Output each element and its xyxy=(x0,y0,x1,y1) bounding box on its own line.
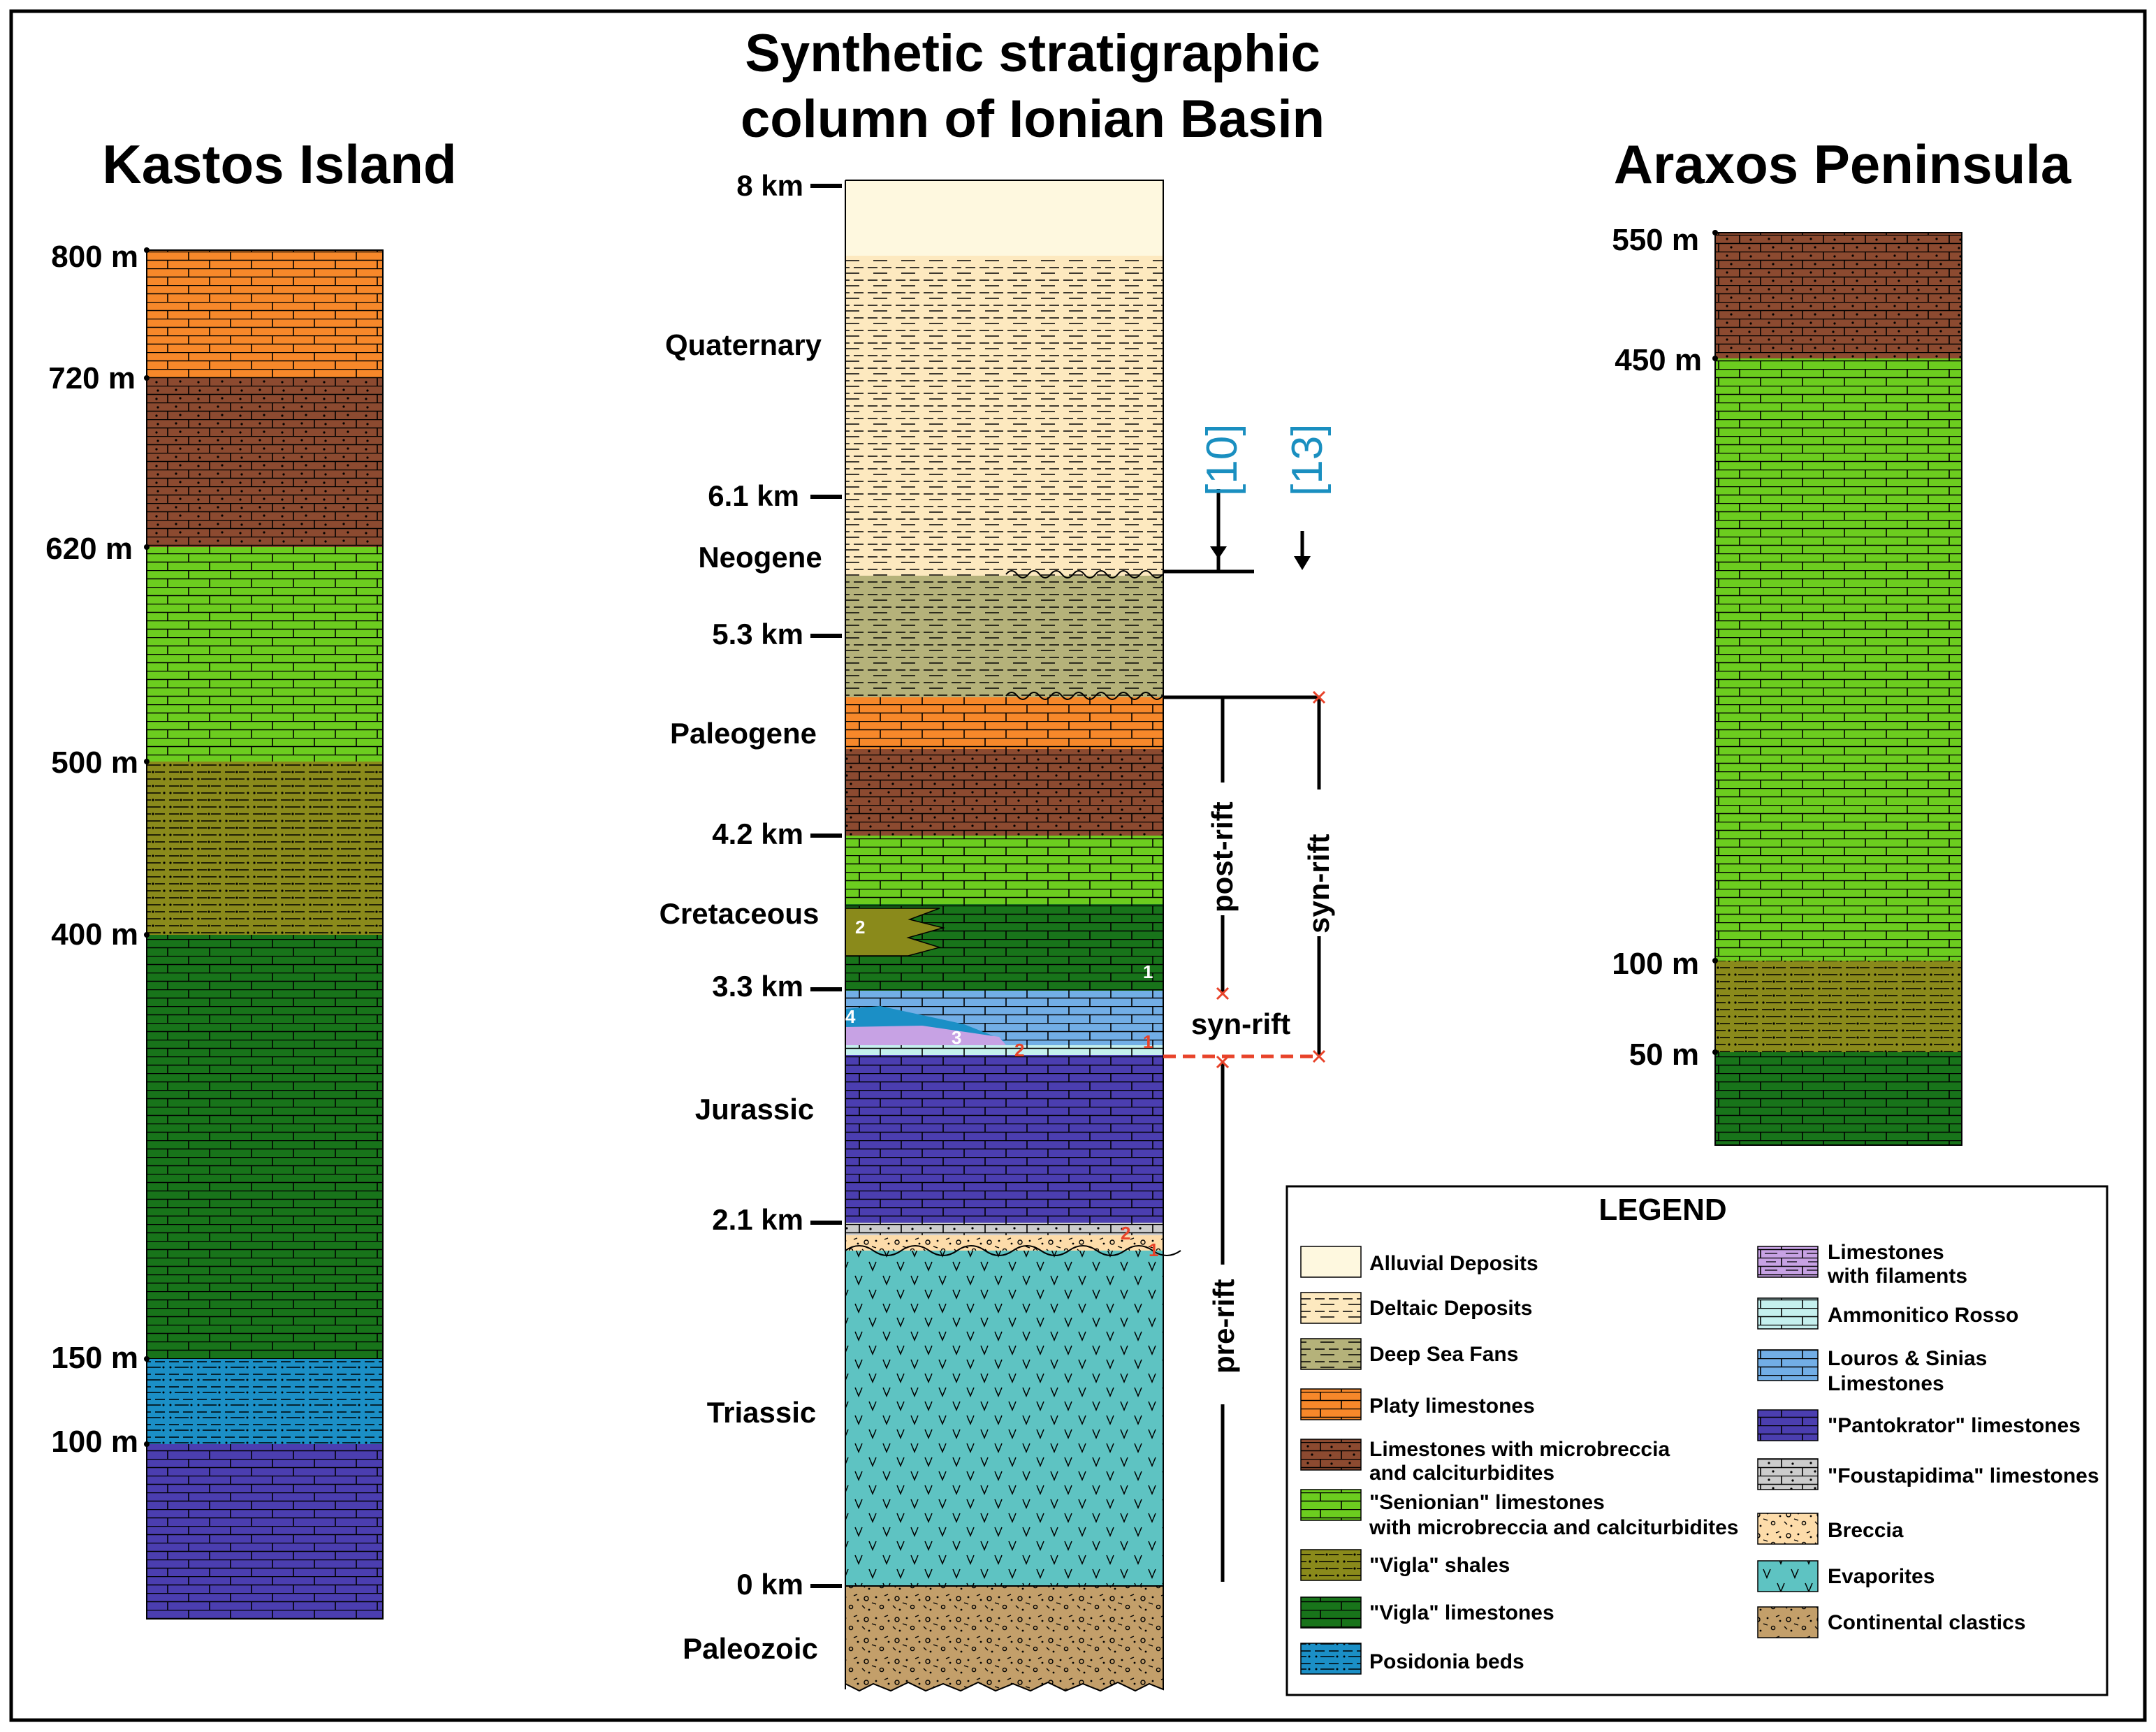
ionian-vigla-shales-tongue xyxy=(845,908,945,956)
reference-13: [13] xyxy=(1283,424,1332,496)
legend-label-filaments: Limestones xyxy=(1828,1241,1944,1264)
marker-number-4: 4 xyxy=(845,1006,856,1027)
legend-label-pantokrator: "Pantokrator" limestones xyxy=(1828,1414,2081,1437)
ionian-depth-5-3: 5.3 km xyxy=(712,618,803,650)
kastos-depth-720: 720 m xyxy=(48,361,136,395)
legend-label-breccia: Breccia xyxy=(1828,1519,1904,1542)
center-title-line1: Synthetic stratigraphic xyxy=(745,24,1320,83)
ionian-period-labels: Quaternary Neogene Paleogene Cretaceous … xyxy=(660,328,822,1665)
marker-number-1c: 1 xyxy=(1149,1239,1158,1260)
marker-number-1a: 1 xyxy=(1143,961,1153,982)
legend: LEGEND Alluvial Deposits Deltaic Deposit… xyxy=(1285,1185,2108,1696)
legend-label-vigla-shales: "Vigla" shales xyxy=(1369,1554,1510,1577)
period-quaternary: Quaternary xyxy=(665,328,822,361)
legend-title: LEGEND xyxy=(1598,1193,1726,1227)
legend-label-clastics: Continental clastics xyxy=(1828,1611,2025,1634)
marker-number-1b: 1 xyxy=(1143,1031,1153,1052)
kastos-column xyxy=(146,249,384,1620)
period-cretaceous: Cretaceous xyxy=(660,897,820,930)
legend-box xyxy=(1285,1185,2108,1696)
legend-label-louros: Louros & Sinias xyxy=(1828,1347,1987,1370)
marker-number-2c: 2 xyxy=(1121,1223,1130,1244)
reference-10: [10] xyxy=(1198,424,1246,496)
period-paleogene: Paleogene xyxy=(670,717,817,750)
label-post-rift: post-rift xyxy=(1206,801,1239,912)
kastos-depth-500: 500 m xyxy=(51,745,138,780)
legend-label-senonian-2: with microbreccia and calciturbidites xyxy=(1369,1516,1739,1539)
legend-label-deep-sea: Deep Sea Fans xyxy=(1369,1343,1518,1366)
kastos-title: Kastos Island xyxy=(102,133,456,195)
araxos-depth-100: 100 m xyxy=(1612,947,1699,981)
kastos-depth-400: 400 m xyxy=(51,917,138,952)
legend-label-alluvial: Alluvial Deposits xyxy=(1369,1252,1538,1275)
marker-number-3: 3 xyxy=(952,1027,961,1048)
legend-label-filaments-2: with filaments xyxy=(1827,1265,1967,1288)
ionian-depth-6-1: 6.1 km xyxy=(708,479,799,512)
araxos-depth-labels: 550 m 450 m 100 m 50 m xyxy=(1612,223,1702,1072)
legend-label-senonian: "Senionian" limestones xyxy=(1369,1491,1605,1514)
araxos-title: Araxos Peninsula xyxy=(1614,133,2071,195)
ionian-depth-3-3: 3.3 km xyxy=(712,970,803,1003)
araxos-depth-50: 50 m xyxy=(1629,1038,1699,1072)
label-syn-rift-horizontal: syn-rift xyxy=(1191,1007,1290,1040)
period-jurassic: Jurassic xyxy=(695,1093,814,1126)
marker-number-2a: 2 xyxy=(855,917,865,938)
legend-label-evaporites: Evaporites xyxy=(1828,1565,1935,1588)
kastos-depth-100: 100 m xyxy=(51,1425,138,1459)
ionian-filaments-wedge xyxy=(845,1026,1006,1045)
marker-number-2b: 2 xyxy=(1014,1040,1024,1061)
legend-label-foustapidima: "Foustapidima" limestones xyxy=(1828,1464,2099,1487)
legend-label-ammonitico: Ammonitico Rosso xyxy=(1828,1304,2018,1327)
araxos-depth-450: 450 m xyxy=(1615,343,1702,377)
legend-label-posidonia: Posidonia beds xyxy=(1369,1650,1524,1673)
kastos-depth-labels: 800 m 720 m 620 m 500 m 400 m 150 m 100 … xyxy=(45,240,138,1459)
kastos-depth-620: 620 m xyxy=(45,532,133,566)
legend-swatch-alluvial xyxy=(1300,1246,1362,1278)
ionian-unit-alluvial xyxy=(845,180,1163,256)
period-triassic: Triassic xyxy=(707,1396,816,1429)
araxos-column xyxy=(1714,232,1962,1146)
ref-10-arrow-icon xyxy=(1210,546,1227,559)
legend-label-vigla-limestones: "Vigla" limestones xyxy=(1369,1601,1554,1624)
ref-13-arrow-icon xyxy=(1294,556,1311,570)
legend-label-microbreccia: Limestones with microbreccia xyxy=(1369,1438,1670,1461)
ionian-depth-0: 0 km xyxy=(736,1568,803,1601)
rift-phase-lines xyxy=(1163,489,1321,1582)
label-syn-rift-vertical: syn-rift xyxy=(1302,834,1335,933)
period-paleozoic: Paleozoic xyxy=(683,1632,818,1665)
ionian-depth-ticks xyxy=(810,184,842,1588)
rift-limit-markers xyxy=(1216,690,1326,1069)
legend-label-louros-2: Limestones xyxy=(1828,1372,1944,1395)
center-title-line2: column of Ionian Basin xyxy=(741,89,1325,149)
ionian-depth-labels: 8 km 6.1 km 5.3 km 4.2 km 3.3 km 2.1 km … xyxy=(708,169,803,1601)
ionian-depth-4-2: 4.2 km xyxy=(712,817,803,850)
legend-label-deltaic: Deltaic Deposits xyxy=(1369,1297,1532,1320)
period-neogene: Neogene xyxy=(698,541,822,574)
legend-label-platy: Platy limestones xyxy=(1369,1395,1535,1418)
kastos-depth-800: 800 m xyxy=(51,240,138,274)
kastos-depth-150: 150 m xyxy=(51,1341,138,1375)
ionian-depth-2-1: 2.1 km xyxy=(712,1203,803,1236)
ionian-depth-8: 8 km xyxy=(736,169,803,202)
ionian-column: 2 1 4 3 2 1 2 1 xyxy=(845,180,1181,1692)
legend-label-microbreccia-2: and calciturbidites xyxy=(1369,1462,1554,1485)
araxos-depth-550: 550 m xyxy=(1612,223,1699,257)
label-pre-rift: pre-rift xyxy=(1207,1279,1240,1374)
